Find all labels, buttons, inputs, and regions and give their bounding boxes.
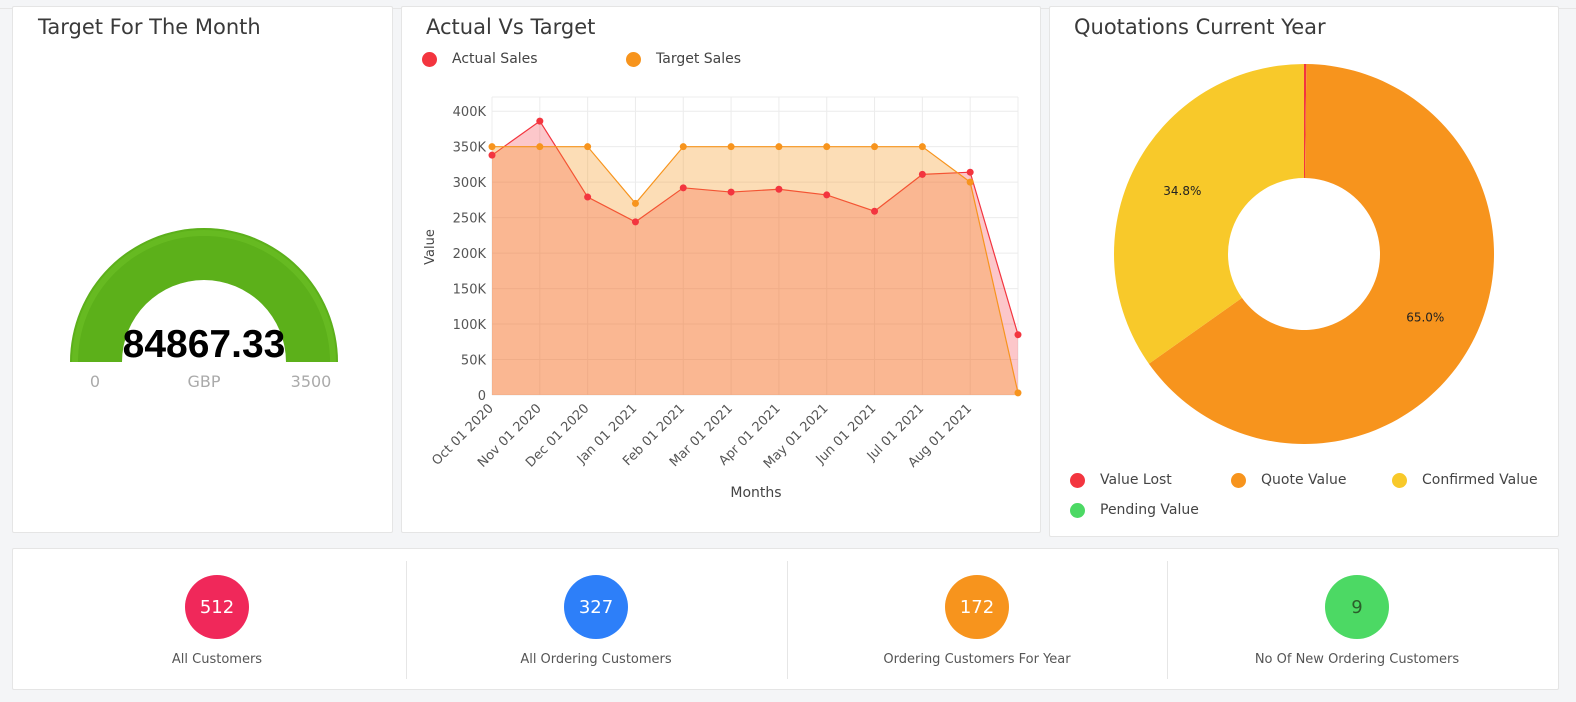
y-tick-label: 50K: [461, 354, 487, 369]
data-point[interactable]: [727, 143, 735, 151]
data-point[interactable]: [488, 151, 496, 159]
legend-dot: [626, 51, 641, 67]
data-point[interactable]: [823, 191, 831, 199]
donut-slice[interactable]: [1148, 64, 1494, 444]
quotations-card: Quotations Current Year 65.0% 34.8% Value…: [1049, 6, 1559, 537]
y-tick-label: 400K: [453, 105, 487, 120]
data-point[interactable]: [918, 143, 926, 151]
divider: [1167, 561, 1168, 679]
divider: [787, 561, 788, 679]
legend-label: Target Sales: [656, 51, 742, 67]
stat-circle: 512: [185, 575, 249, 639]
gauge: 84867.33 0 GBP 3500: [70, 228, 338, 391]
card-title: Actual Vs Target: [426, 15, 596, 39]
legend-dot: [1070, 472, 1085, 488]
y-tick-label: 350K: [453, 141, 487, 156]
stat-ordering-customers-year[interactable]: 172 Ordering Customers For Year: [787, 549, 1167, 691]
data-point[interactable]: [966, 168, 974, 176]
y-tick-label: 200K: [453, 247, 487, 262]
card-title: Target For The Month: [38, 15, 261, 39]
gauge-unit: GBP: [187, 372, 220, 391]
legend-label: Pending Value: [1100, 502, 1199, 518]
legend-dot: [1070, 502, 1085, 518]
legend-dot: [1392, 472, 1407, 488]
stat-label: Ordering Customers For Year: [883, 652, 1071, 667]
data-point[interactable]: [488, 143, 496, 151]
y-tick-label: 150K: [453, 283, 487, 298]
slice-label: 65.0%: [1406, 311, 1444, 325]
legend-label: Actual Sales: [452, 51, 538, 67]
y-tick-label: 0: [478, 389, 486, 404]
donut-slice[interactable]: [1114, 64, 1304, 364]
slice-label: 34.8%: [1163, 184, 1201, 198]
donut-chart: 65.0% 34.8%: [1114, 64, 1494, 444]
legend-item-quote-value[interactable]: Quote Value: [1231, 472, 1346, 488]
data-point[interactable]: [1014, 389, 1022, 397]
legend-item-pending-value[interactable]: Pending Value: [1070, 502, 1199, 518]
data-point[interactable]: [775, 143, 783, 151]
y-tick-label: 250K: [453, 212, 487, 227]
legend-dot: [1231, 472, 1246, 488]
series-area: [492, 146, 1018, 395]
legend-label: Value Lost: [1100, 472, 1172, 488]
data-point[interactable]: [631, 218, 639, 226]
y-tick-label: 300K: [453, 176, 487, 191]
stat-label: All Customers: [171, 652, 263, 667]
data-point[interactable]: [584, 143, 592, 151]
data-point[interactable]: [871, 207, 879, 215]
stat-circle: 172: [945, 575, 1009, 639]
stat-label: No Of New Ordering Customers: [1254, 652, 1460, 667]
stat-all-customers[interactable]: 512 All Customers: [27, 549, 407, 691]
legend-dot: [422, 51, 437, 67]
series-area: [492, 121, 1018, 395]
data-point[interactable]: [536, 117, 544, 125]
divider: [406, 561, 407, 679]
data-point[interactable]: [536, 143, 544, 151]
legend-item-value-lost[interactable]: Value Lost: [1070, 472, 1172, 488]
stat-circle: 9: [1325, 575, 1389, 639]
legend-item-target[interactable]: Target Sales: [626, 51, 741, 67]
target-month-card: Target For The Month 84867.33 0 GBP 3500: [12, 6, 393, 533]
data-point[interactable]: [1014, 331, 1022, 339]
gauge-fill: [70, 228, 338, 362]
data-point[interactable]: [966, 178, 974, 186]
gauge-highlight: [72, 230, 336, 363]
gauge-min: 0: [90, 372, 100, 391]
data-point[interactable]: [679, 143, 687, 151]
y-axis-label: Value: [423, 229, 438, 265]
actual-vs-target-card: Actual Vs Target Actual Sales Target Sal…: [401, 6, 1041, 533]
legend-item-confirmed-value[interactable]: Confirmed Value: [1392, 472, 1538, 488]
data-point[interactable]: [679, 184, 687, 192]
data-point[interactable]: [631, 199, 639, 207]
gauge-max: 3500: [291, 372, 332, 391]
series-line: [492, 146, 1019, 394]
donut-slice[interactable]: [1304, 64, 1307, 179]
data-point[interactable]: [918, 170, 926, 178]
stat-all-ordering-customers[interactable]: 327 All Ordering Customers: [406, 549, 786, 691]
gauge-value: 84867.33: [123, 323, 286, 366]
data-point[interactable]: [584, 193, 592, 201]
x-axis-label: Months: [730, 485, 781, 501]
legend-item-actual[interactable]: Actual Sales: [422, 51, 538, 67]
y-tick-label: 100K: [453, 318, 487, 333]
customer-stats-card: 512 All Customers 327 All Ordering Custo…: [12, 548, 1559, 690]
legend-label: Confirmed Value: [1422, 472, 1538, 488]
data-point[interactable]: [871, 143, 879, 151]
stat-label: All Ordering Customers: [520, 652, 672, 667]
legend-label: Quote Value: [1261, 472, 1347, 488]
data-point[interactable]: [823, 143, 831, 151]
stat-new-ordering-customers[interactable]: 9 No Of New Ordering Customers: [1167, 549, 1547, 691]
series-line: [491, 120, 1019, 335]
data-point[interactable]: [727, 188, 735, 196]
card-title: Quotations Current Year: [1074, 15, 1326, 39]
data-point[interactable]: [775, 185, 783, 193]
stat-circle: 327: [564, 575, 628, 639]
